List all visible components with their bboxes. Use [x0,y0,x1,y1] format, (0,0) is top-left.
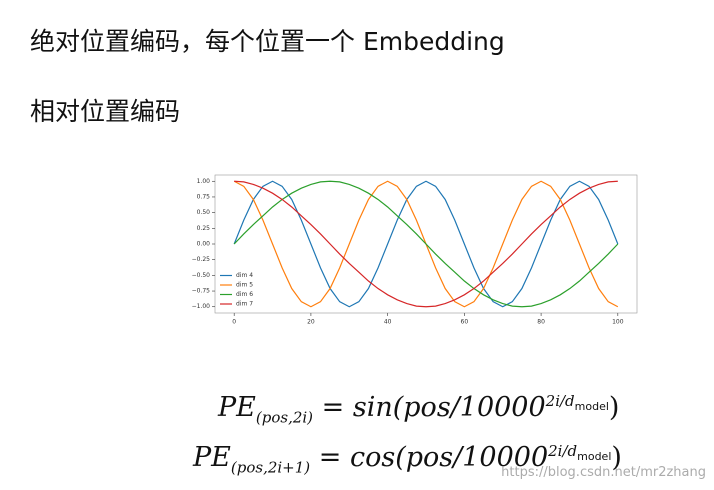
x-tick-label: 100 [612,319,624,326]
x-tick-label: 20 [307,319,315,326]
x-tick-label: 40 [384,319,392,326]
legend-label: dim 5 [236,282,253,289]
y-tick-label: −0.75 [192,288,211,295]
exponent-subscript: model [574,400,609,413]
formula-exponent: 2i/dmodel [545,392,609,413]
x-tick-label: 80 [537,319,545,326]
line [234,180,618,308]
formula-rhs: sin(pos/10000 [352,392,546,423]
y-tick-label: −1.00 [192,303,211,310]
formula-end: ) [608,392,620,423]
formula-end: ) [611,442,622,473]
formula: PE(pos,2i+1) = cos(pos/100002i/dmodel) [193,442,622,476]
formula-subscript: (pos,2i) [255,408,314,427]
x-tick-label: 0 [232,319,236,326]
chart: 1.00 0.75 0.50 0.25 0.00 −0.25 −0.50 −0.75 −1.00… [192,174,638,326]
watermark: https://blog.csdn.net/mr2zhang [501,465,706,480]
y-tick-label: 0.00 [197,241,211,248]
heading: 绝对位置编码，每个位置一个 Embedding [30,27,505,56]
formula: PE(pos,2i) = sin(pos/100002i/dmodel) [218,392,619,426]
exponent-text: 2i/d [548,442,578,460]
y-tick-label: 0.75 [197,193,211,200]
formula-equals: = [318,442,342,473]
formula-name: PE [193,442,231,473]
heading: 相对位置编码 [30,97,181,126]
line [233,180,619,308]
legend-label: dim 4 [236,272,253,279]
y-tick-label: −0.25 [192,256,211,263]
y-tick-label: −0.50 [192,272,211,279]
legend-label: dim 6 [236,291,253,298]
formula-rhs: cos(pos/10000 [349,442,549,473]
y-tick-label: 0.25 [197,225,211,232]
exponent-text: 2i/d [545,392,575,410]
exponent-subscript: model [577,450,612,463]
formula-name: PE [218,392,256,423]
formula-exponent: 2i/dmodel [548,442,612,463]
formula-subscript: (pos,2i+1) [230,458,311,477]
y-tick-label: 1.00 [197,178,211,185]
formula-equals: = [321,392,345,423]
y-tick-label: 0.50 [197,209,211,216]
legend-label: dim 7 [236,301,253,308]
x-tick-label: 60 [461,319,469,326]
